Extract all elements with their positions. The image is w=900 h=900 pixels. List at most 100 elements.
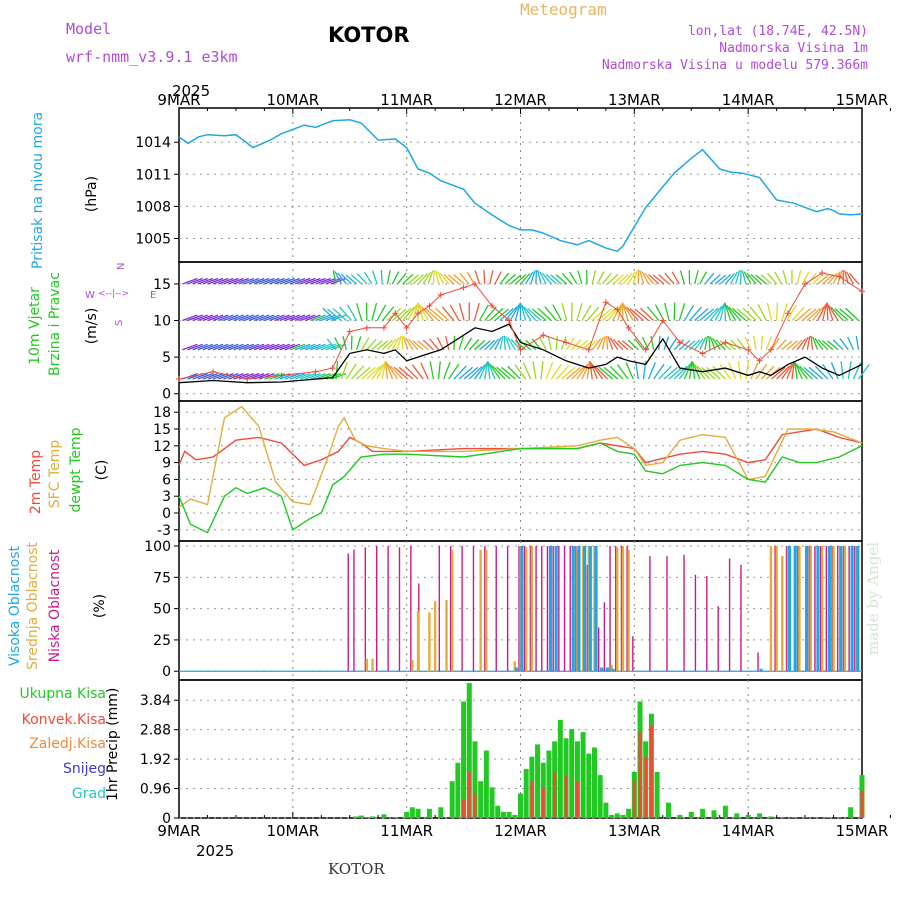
wind-arrow <box>822 363 834 380</box>
wind-arrow <box>346 304 358 321</box>
wind-arrow <box>678 364 691 380</box>
wind-arrow <box>827 340 839 351</box>
wind-arrow <box>197 372 214 380</box>
wind-arrow <box>509 304 520 321</box>
wind-arrow <box>694 308 709 322</box>
wind-arrow <box>646 306 660 321</box>
clouds-ytick-label: 25 <box>153 633 171 649</box>
wind-arrow <box>741 270 747 285</box>
wind-arrow <box>664 302 670 321</box>
wind-arrow <box>337 272 347 285</box>
wind-arrow <box>641 336 650 351</box>
wind-arrow <box>264 343 280 351</box>
wind-arrow <box>259 314 275 322</box>
wind-arrow <box>397 272 407 285</box>
wind-gust-marker <box>210 368 217 375</box>
year-top: 2025 <box>172 82 211 100</box>
wind-arrow <box>207 314 224 322</box>
wind-arrow <box>248 277 265 285</box>
wind-arrow <box>507 365 521 380</box>
wind-arrow <box>609 337 619 351</box>
wind-arrow <box>412 274 424 285</box>
precip-total-bar <box>449 781 455 818</box>
wind-arrow <box>305 314 321 322</box>
wind-arrow <box>284 314 301 322</box>
wind-arrow <box>218 372 234 380</box>
precip-total-bar <box>626 808 632 818</box>
wind-arrow <box>581 304 592 321</box>
wind-arrow <box>192 343 208 351</box>
wind-arrow <box>371 302 378 321</box>
wind-arrow <box>527 307 542 322</box>
wind-gust-marker <box>363 324 370 331</box>
precip-total-bar <box>802 817 808 818</box>
wind-arrow <box>817 274 829 285</box>
wind-arrow <box>552 304 563 321</box>
wind-arrow <box>547 335 552 350</box>
wind-arrow <box>603 366 619 380</box>
legend-freezing-rain: Zaledj.Kisa <box>29 736 106 752</box>
wind-arrow <box>663 366 679 380</box>
clouds-ytick-label: 100 <box>144 539 171 555</box>
wind-arrow <box>322 307 337 322</box>
wind-arrow <box>218 314 234 322</box>
wind-arrow <box>632 270 638 285</box>
wind-arrow <box>289 277 306 285</box>
wind-arrow <box>514 364 527 380</box>
wind-arrow <box>803 366 819 380</box>
wind-arrows-group <box>182 269 870 380</box>
wind-arrow <box>814 337 824 351</box>
wind-arrow <box>596 271 605 285</box>
wind-arrow <box>609 365 624 380</box>
wind-arrow <box>791 339 803 351</box>
temperature-ytick-label: 0 <box>162 506 171 522</box>
wind-arrow <box>752 335 757 350</box>
wind-arrow <box>839 338 849 351</box>
wind-arrow <box>300 343 316 351</box>
precip-total-bar <box>700 808 706 818</box>
wind-arrow <box>634 308 649 322</box>
wind-arrow <box>269 314 285 322</box>
wind-arrow <box>791 306 805 321</box>
wind-arrow <box>243 343 260 351</box>
wind-arrow <box>561 366 576 380</box>
wind-arrow <box>449 304 460 321</box>
wind-gust-marker <box>819 269 826 276</box>
wind-arrow <box>320 343 336 351</box>
wind-arrow <box>381 361 387 380</box>
wind-gust-marker <box>176 376 182 383</box>
wind-arrow <box>243 277 260 285</box>
precip-total-bar <box>836 817 842 818</box>
wind-arrow <box>300 277 316 285</box>
wind-arrow <box>473 364 486 380</box>
wind-arrow <box>350 365 365 380</box>
compass-s: S <box>114 320 125 326</box>
precip-convective-bar <box>564 775 568 818</box>
precip-ytick-label: 2.88 <box>140 723 171 739</box>
wind-arrow <box>520 273 531 285</box>
wind-arrow <box>197 277 214 285</box>
wind-arrow <box>704 272 715 285</box>
wind-arrow <box>447 274 460 285</box>
wind-ytick-label: 15 <box>153 277 171 293</box>
temperature-ytick-label: 12 <box>153 439 171 455</box>
wind-arrow <box>499 307 514 322</box>
wind-gust-marker <box>802 280 809 287</box>
clouds-ytick-label: 50 <box>153 602 171 618</box>
wind-arrow <box>315 372 331 380</box>
pressure-ytick-label: 1011 <box>135 167 171 183</box>
wind-arrow <box>253 343 270 351</box>
wind-arrow <box>310 314 326 322</box>
wind-gust-marker <box>460 284 467 291</box>
precip-total-bar <box>665 802 671 818</box>
wind-arrow <box>781 363 793 380</box>
wind-arrow <box>668 366 684 380</box>
wind-arrow <box>530 270 536 285</box>
precip-total-bar <box>569 729 575 818</box>
wind-arrow <box>487 361 491 380</box>
wind-arrow <box>845 307 860 321</box>
temperature-ytick-label: 18 <box>153 405 171 421</box>
wind-arrow <box>284 277 301 285</box>
wind-arrow <box>429 308 445 322</box>
wind-arrow <box>402 306 415 321</box>
